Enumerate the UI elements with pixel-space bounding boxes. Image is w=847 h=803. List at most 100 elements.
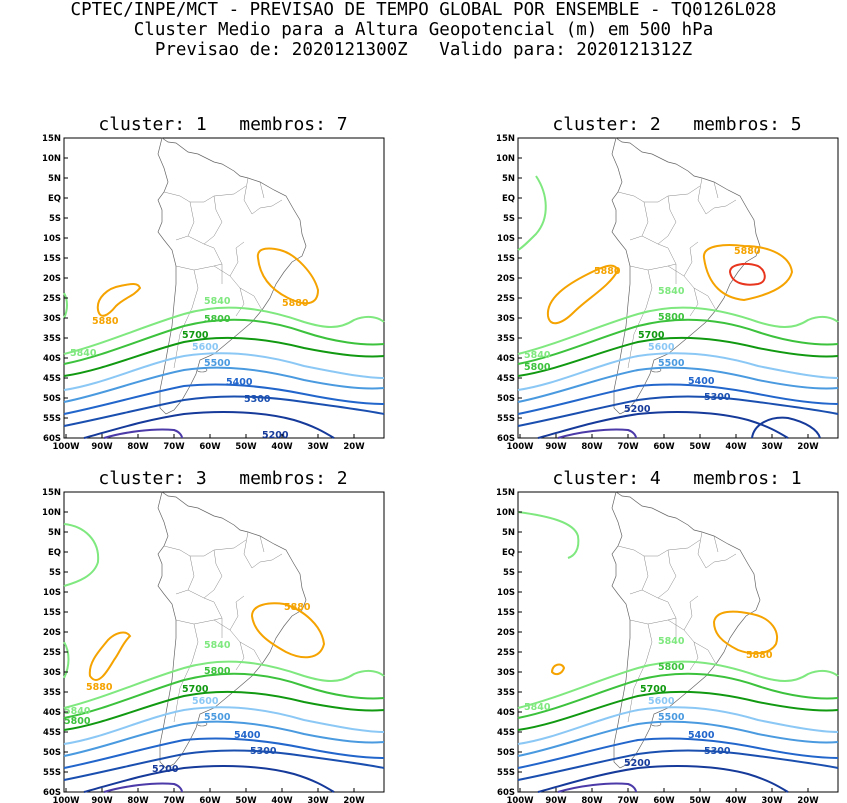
contour-label: 5840: [658, 636, 685, 647]
lat-tick-label: 30S: [497, 314, 515, 324]
lat-tick-label: 10N: [42, 154, 61, 164]
lat-tick-label: 45S: [497, 728, 515, 738]
contour-line: [63, 523, 100, 587]
lon-tick-label: 90W: [545, 796, 567, 803]
country-border: [187, 235, 223, 284]
contour-line: [517, 383, 839, 415]
contour-label: 5300: [244, 394, 271, 405]
country-border: [239, 287, 263, 311]
lon-tick-label: 60W: [199, 796, 221, 803]
contour-label: 5200: [624, 758, 651, 769]
lat-tick-label: 30S: [43, 314, 61, 324]
lat-tick-label: 15S: [497, 608, 515, 618]
lat-tick-label: 55S: [497, 768, 515, 778]
contour-line: [517, 737, 839, 769]
lat-tick-label: 15S: [497, 254, 515, 264]
header-title: CPTEC/INPE/MCT - PREVISAO DE TEMPO GLOBA…: [70, 0, 777, 20]
contour-line: [63, 749, 385, 781]
coastline: [611, 137, 761, 415]
lon-tick-label: 20W: [343, 442, 365, 452]
country-border: [683, 241, 699, 277]
lon-tick-label: 20W: [343, 796, 365, 803]
lon-tick-label: 80W: [127, 442, 149, 452]
lon-tick-label: 50W: [235, 442, 257, 452]
country-border: [175, 201, 195, 241]
lon-tick-label: 20W: [797, 442, 819, 452]
country-border: [243, 177, 283, 215]
contour-label: 5700: [182, 330, 209, 341]
lon-tick-label: 50W: [689, 796, 711, 803]
lat-tick-label: 20S: [497, 274, 515, 284]
coastline: [157, 491, 307, 769]
lat-tick-label: 10N: [42, 508, 61, 518]
lat-tick-label: 20S: [43, 628, 61, 638]
lat-tick-label: 40S: [43, 708, 61, 718]
lat-tick-label: 35S: [43, 688, 61, 698]
contour-line: [63, 395, 385, 427]
lat-tick-label: 10S: [43, 588, 61, 598]
country-border: [203, 195, 223, 245]
country-border: [713, 181, 719, 199]
country-border: [629, 617, 677, 625]
contour-line: [702, 244, 794, 302]
lat-tick-label: 10N: [496, 508, 515, 518]
contour-line: [63, 672, 385, 719]
coastline: [611, 491, 761, 769]
country-border: [629, 201, 649, 241]
contour-label: 5700: [182, 684, 209, 695]
contour-label: 5880: [284, 602, 311, 613]
lon-tick-label: 90W: [545, 442, 567, 452]
contour-label: 5600: [192, 342, 219, 353]
contour-label: 5400: [688, 730, 715, 741]
contour-line: [517, 690, 839, 731]
country-border: [657, 195, 677, 245]
contour-label: 5880: [594, 266, 621, 277]
lat-tick-label: 5N: [48, 528, 61, 538]
contour-label: 5800: [658, 662, 685, 673]
lat-tick-label: 55S: [43, 414, 61, 424]
country-border: [627, 623, 653, 723]
lat-tick-label: 60S: [497, 788, 515, 798]
lat-tick-label: EQ: [502, 548, 515, 558]
contour-line: [517, 306, 839, 355]
contour-line: [63, 292, 68, 319]
country-border: [683, 595, 699, 631]
lat-tick-label: 50S: [43, 394, 61, 404]
country-border: [617, 185, 701, 203]
contour-line: [517, 720, 839, 757]
contour-label: 5800: [204, 314, 231, 325]
lon-tick-label: 30W: [761, 796, 783, 803]
lon-tick-label: 70W: [163, 796, 185, 803]
lat-tick-label: 15N: [42, 134, 61, 144]
contour-line: [83, 411, 335, 439]
lat-tick-label: 5S: [49, 214, 61, 224]
lat-tick-label: 20S: [43, 274, 61, 284]
country-border: [629, 263, 677, 271]
panel-4-map: 5880584058405800570056005500540053005200…: [496, 488, 839, 803]
contour-line: [63, 641, 70, 679]
lat-tick-label: 25S: [497, 294, 515, 304]
contour-label: 5840: [658, 286, 685, 297]
contour-label: 5840: [70, 348, 97, 359]
lat-tick-label: 10S: [43, 234, 61, 244]
lat-tick-label: 15N: [496, 488, 515, 498]
lat-tick-label: EQ: [48, 548, 61, 558]
contour-line: [517, 336, 839, 377]
lon-tick-label: 30W: [761, 442, 783, 452]
contour-line: [63, 336, 385, 377]
contour-label: 5500: [204, 712, 231, 723]
contour-line: [546, 264, 620, 325]
lat-tick-label: 5N: [502, 528, 515, 538]
lon-tick-label: 50W: [235, 796, 257, 803]
lon-tick-label: 100W: [52, 796, 80, 803]
country-border: [175, 263, 223, 271]
country-border: [203, 549, 223, 599]
contour-line: [751, 416, 821, 439]
contour-label: 5840: [64, 706, 91, 717]
country-border: [229, 241, 245, 277]
lat-tick-label: 60S: [497, 434, 515, 444]
lon-tick-label: 60W: [653, 442, 675, 452]
contour-label: 5500: [204, 358, 231, 369]
lat-tick-label: 45S: [497, 374, 515, 384]
